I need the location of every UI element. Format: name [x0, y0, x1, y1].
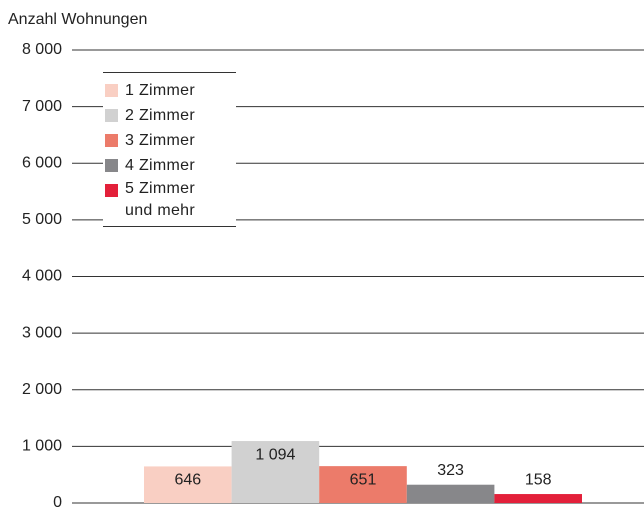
- legend-swatch: [105, 184, 118, 197]
- y-tick-label: 0: [53, 494, 62, 508]
- legend-item: 1 Zimmer: [103, 78, 225, 103]
- y-tick-label: 1 000: [22, 438, 62, 455]
- legend-label: 3 Zimmer: [125, 132, 195, 149]
- legend: 1 Zimmer 2 Zimmer 3 Zimmer 4 Zimmer 5 Zimmer…: [103, 72, 236, 227]
- bar: [144, 466, 232, 503]
- value-label: 646: [174, 472, 201, 489]
- y-tick-label: 5 000: [22, 211, 62, 228]
- legend-item: 4 Zimmer: [103, 153, 225, 178]
- legend-label: 5 Zimmer und mehr: [125, 180, 195, 219]
- y-tick-label: 4 000: [22, 268, 62, 285]
- legend-swatch: [105, 134, 118, 147]
- value-label: 1 094: [255, 446, 295, 463]
- y-tick-label: 6 000: [22, 154, 62, 171]
- legend-label: 4 Zimmer: [125, 157, 195, 174]
- value-label: 323: [437, 462, 464, 479]
- bar: [319, 466, 407, 503]
- legend-label: 2 Zimmer: [125, 107, 195, 124]
- legend-swatch: [105, 84, 118, 97]
- bar: [231, 441, 320, 503]
- value-label: 158: [525, 471, 552, 488]
- legend-item: 5 Zimmer und mehr: [103, 178, 225, 222]
- value-label: 651: [350, 471, 377, 488]
- legend-item: 2 Zimmer: [103, 103, 225, 128]
- legend-item: 3 Zimmer: [103, 128, 225, 153]
- y-axis-label: Anzahl Wohnungen: [8, 11, 147, 28]
- bar: [494, 494, 582, 503]
- bar: [406, 484, 495, 503]
- legend-label: 1 Zimmer: [125, 82, 195, 99]
- legend-swatch: [105, 159, 118, 172]
- legend-swatch: [105, 109, 118, 122]
- y-tick-label: 2 000: [22, 381, 62, 398]
- y-tick-label: 8 000: [22, 41, 62, 58]
- y-tick-label: 7 000: [22, 98, 62, 115]
- y-tick-label: 3 000: [22, 324, 62, 341]
